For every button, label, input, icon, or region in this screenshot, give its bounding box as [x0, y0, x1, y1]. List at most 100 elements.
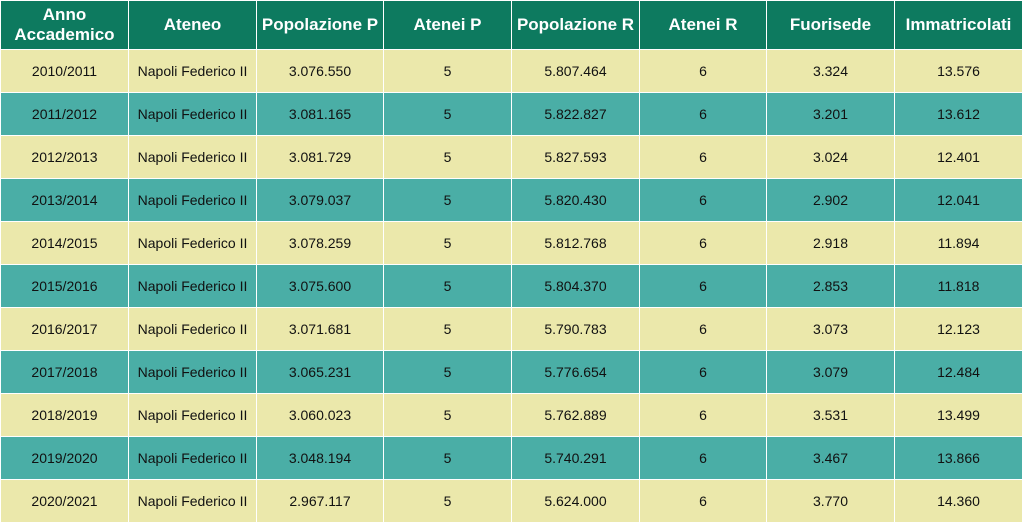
cell-ateneo: Napoli Federico II: [128, 393, 257, 437]
cell-popolazione-r: 5.812.768: [511, 221, 640, 265]
cell-immatricolati: 11.818: [894, 264, 1023, 308]
table-row: 2019/2020 Napoli Federico II 3.048.194 5 5.7…: [0, 436, 1023, 480]
cell-ateneo: Napoli Federico II: [128, 350, 257, 394]
cell-immatricolati: 12.484: [894, 350, 1023, 394]
cell-atenei-p: 5: [383, 393, 512, 437]
cell-atenei-r: 6: [639, 436, 767, 480]
cell-popolazione-r: 5.822.827: [511, 92, 640, 136]
cell-fuorisede: 3.770: [766, 479, 895, 523]
cell-immatricolati: 13.576: [894, 49, 1023, 93]
cell-atenei-p: 5: [383, 436, 512, 480]
table-row: 2016/2017 Napoli Federico II 3.071.681 5 5.7…: [0, 307, 1023, 351]
header-immatricolati: Immatricolati: [894, 0, 1023, 50]
cell-atenei-p: 5: [383, 178, 512, 222]
header-row: Anno Accademico Ateneo Popolazione P Ate…: [0, 0, 1023, 50]
cell-atenei-r: 6: [639, 49, 767, 93]
table-row: 2017/2018 Napoli Federico II 3.065.231 5 5.7…: [0, 350, 1023, 394]
cell-immatricolati: 13.499: [894, 393, 1023, 437]
cell-immatricolati: 12.123: [894, 307, 1023, 351]
cell-fuorisede: 2.853: [766, 264, 895, 308]
cell-atenei-r: 6: [639, 221, 767, 265]
table-row: 2014/2015 Napoli Federico II 3.078.259 5 5.8…: [0, 221, 1023, 265]
cell-popolazione-p: 3.075.600: [256, 264, 384, 308]
cell-popolazione-r: 5.624.000: [511, 479, 640, 523]
cell-atenei-p: 5: [383, 479, 512, 523]
cell-fuorisede: 3.467: [766, 436, 895, 480]
header-atenei-r: Atenei R: [639, 0, 767, 50]
cell-atenei-r: 6: [639, 479, 767, 523]
cell-ateneo: Napoli Federico II: [128, 264, 257, 308]
cell-atenei-r: 6: [639, 92, 767, 136]
cell-popolazione-p: 3.048.194: [256, 436, 384, 480]
cell-atenei-p: 5: [383, 221, 512, 265]
table-row: 2011/2012 Napoli Federico II 3.081.165 5 5.8…: [0, 92, 1023, 136]
header-ateneo: Ateneo: [128, 0, 257, 50]
cell-ateneo: Napoli Federico II: [128, 221, 257, 265]
cell-popolazione-p: 3.071.681: [256, 307, 384, 351]
cell-anno-accademico: 2020/2021: [0, 479, 129, 523]
cell-popolazione-p: 2.967.117: [256, 479, 384, 523]
table-header: Anno Accademico Ateneo Popolazione P Ate…: [0, 0, 1023, 50]
cell-atenei-p: 5: [383, 49, 512, 93]
header-anno-accademico: Anno Accademico: [0, 0, 129, 50]
cell-popolazione-r: 5.827.593: [511, 135, 640, 179]
header-atenei-p: Atenei P: [383, 0, 512, 50]
cell-anno-accademico: 2013/2014: [0, 178, 129, 222]
cell-atenei-r: 6: [639, 135, 767, 179]
cell-popolazione-r: 5.776.654: [511, 350, 640, 394]
table-row: 2020/2021 Napoli Federico II 2.967.117 5 5.6…: [0, 479, 1023, 523]
cell-fuorisede: 3.024: [766, 135, 895, 179]
cell-fuorisede: 3.073: [766, 307, 895, 351]
cell-popolazione-r: 5.740.291: [511, 436, 640, 480]
cell-fuorisede: 2.918: [766, 221, 895, 265]
cell-ateneo: Napoli Federico II: [128, 307, 257, 351]
cell-immatricolati: 13.612: [894, 92, 1023, 136]
cell-fuorisede: 3.079: [766, 350, 895, 394]
cell-anno-accademico: 2018/2019: [0, 393, 129, 437]
cell-immatricolati: 12.041: [894, 178, 1023, 222]
cell-atenei-r: 6: [639, 178, 767, 222]
cell-ateneo: Napoli Federico II: [128, 479, 257, 523]
header-popolazione-r: Popolazione R: [511, 0, 640, 50]
cell-atenei-r: 6: [639, 350, 767, 394]
cell-anno-accademico: 2012/2013: [0, 135, 129, 179]
table-row: 2018/2019 Napoli Federico II 3.060.023 5 5.7…: [0, 393, 1023, 437]
header-popolazione-p: Popolazione P: [256, 0, 384, 50]
cell-atenei-r: 6: [639, 393, 767, 437]
header-fuorisede: Fuorisede: [766, 0, 895, 50]
cell-popolazione-r: 5.804.370: [511, 264, 640, 308]
data-table: Anno Accademico Ateneo Popolazione P Ate…: [0, 0, 1023, 523]
cell-ateneo: Napoli Federico II: [128, 92, 257, 136]
cell-fuorisede: 3.324: [766, 49, 895, 93]
cell-ateneo: Napoli Federico II: [128, 135, 257, 179]
cell-popolazione-p: 3.081.729: [256, 135, 384, 179]
cell-immatricolati: 14.360: [894, 479, 1023, 523]
cell-anno-accademico: 2011/2012: [0, 92, 129, 136]
cell-popolazione-p: 3.076.550: [256, 49, 384, 93]
table-row: 2013/2014 Napoli Federico II 3.079.037 5 5.8…: [0, 178, 1023, 222]
cell-anno-accademico: 2016/2017: [0, 307, 129, 351]
cell-popolazione-r: 5.790.783: [511, 307, 640, 351]
cell-fuorisede: 2.902: [766, 178, 895, 222]
cell-immatricolati: 11.894: [894, 221, 1023, 265]
cell-ateneo: Napoli Federico II: [128, 49, 257, 93]
cell-atenei-p: 5: [383, 135, 512, 179]
cell-atenei-p: 5: [383, 350, 512, 394]
cell-anno-accademico: 2015/2016: [0, 264, 129, 308]
cell-atenei-p: 5: [383, 307, 512, 351]
cell-immatricolati: 13.866: [894, 436, 1023, 480]
cell-popolazione-p: 3.081.165: [256, 92, 384, 136]
cell-fuorisede: 3.201: [766, 92, 895, 136]
cell-anno-accademico: 2010/2011: [0, 49, 129, 93]
cell-popolazione-r: 5.807.464: [511, 49, 640, 93]
cell-popolazione-r: 5.762.889: [511, 393, 640, 437]
cell-anno-accademico: 2019/2020: [0, 436, 129, 480]
cell-popolazione-p: 3.078.259: [256, 221, 384, 265]
cell-popolazione-p: 3.060.023: [256, 393, 384, 437]
cell-fuorisede: 3.531: [766, 393, 895, 437]
cell-atenei-r: 6: [639, 307, 767, 351]
cell-anno-accademico: 2014/2015: [0, 221, 129, 265]
cell-atenei-r: 6: [639, 264, 767, 308]
cell-ateneo: Napoli Federico II: [128, 436, 257, 480]
cell-atenei-p: 5: [383, 92, 512, 136]
